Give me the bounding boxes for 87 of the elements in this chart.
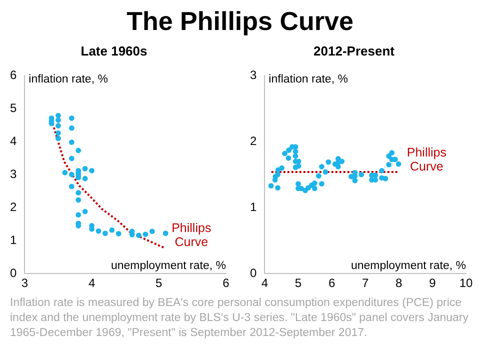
chart-subtitle: 2012-Present [314, 43, 396, 58]
point [56, 123, 61, 128]
point [162, 230, 168, 236]
point [56, 136, 61, 141]
point [279, 165, 284, 171]
y-tick-label: 4 [10, 134, 17, 148]
chart-title: The Phillips Curve [126, 6, 354, 37]
point [312, 180, 318, 186]
point [68, 125, 74, 131]
point [116, 230, 122, 236]
point [358, 172, 364, 178]
y-axis-title: inflation rate, % [28, 74, 108, 86]
text: Inflation rate is measured by BEA's core personal consumption expenditures (PCE) price index and the unemployment rate by BLS's U-3 series. "Late 1960s" panel covers January 1965-December 1969, "Present" is September 2012-September 2017. [10, 296, 470, 341]
y-tick-label: 1 [10, 232, 17, 247]
point [316, 173, 322, 179]
point [396, 161, 402, 167]
point [292, 148, 298, 154]
y-tick-label: 3 [10, 166, 17, 181]
point [389, 150, 395, 156]
x-tick-label: 9 [429, 276, 436, 290]
x-axis-title: unemployment rate, % [110, 260, 226, 272]
point [68, 115, 74, 121]
point [109, 227, 115, 233]
x-tick-label: 4 [88, 276, 96, 290]
point [296, 163, 302, 169]
point [82, 166, 88, 172]
point [82, 208, 88, 214]
y-axis-title: inflation rate, % [268, 74, 348, 86]
point [296, 181, 301, 187]
series-label: Phillips Curve [406, 145, 446, 174]
point [142, 232, 148, 238]
x-tick-label: 5 [294, 276, 302, 290]
point [96, 228, 102, 234]
point [326, 159, 332, 165]
point [82, 176, 88, 182]
series-label: Phillips Curve [172, 220, 212, 249]
point [76, 148, 82, 154]
y-tick-label: 0 [10, 266, 17, 280]
x-tick-label: 4 [261, 276, 268, 290]
y-tick-label: 1 [250, 200, 257, 214]
y-tick-label: 5 [10, 100, 17, 115]
x-tick-label: 10 [459, 276, 473, 290]
y-tick-label: 3 [250, 68, 257, 82]
point [386, 162, 392, 168]
x-tick-label: 5 [156, 276, 163, 290]
point [286, 155, 292, 161]
point [275, 172, 280, 178]
x-tick-label: 6 [328, 276, 336, 290]
point [68, 156, 74, 162]
point [319, 181, 324, 187]
point [56, 130, 61, 136]
x-axis-title: unemployment rate, % [350, 260, 466, 272]
x-tick-label: 7 [362, 276, 369, 290]
x-tick-label: 3 [21, 276, 28, 290]
point [68, 140, 74, 145]
point [149, 228, 155, 234]
y-tick-label: 0 [250, 266, 257, 280]
point [268, 183, 274, 189]
point [286, 147, 292, 153]
point [76, 197, 82, 203]
point [312, 186, 318, 192]
point [76, 212, 82, 218]
point [56, 117, 61, 123]
point [76, 190, 82, 196]
x-tick-label: 8 [396, 276, 403, 290]
y-tick-label: 2 [10, 200, 17, 214]
point [102, 230, 108, 236]
point [382, 176, 388, 182]
point [292, 153, 298, 159]
y-tick-label: 2 [250, 134, 257, 148]
point [68, 172, 74, 178]
point [306, 185, 311, 190]
point [282, 150, 288, 156]
point [136, 232, 142, 238]
point [319, 164, 324, 170]
point [339, 158, 345, 164]
point [89, 168, 94, 174]
point [379, 168, 384, 174]
x-tick-label: 6 [222, 276, 230, 290]
point [275, 185, 280, 190]
point [56, 112, 61, 118]
y-tick-label: 6 [10, 68, 17, 82]
chart-subtitle: Late 1960s [80, 43, 148, 58]
point [322, 169, 328, 175]
point [352, 178, 358, 184]
point [62, 170, 68, 176]
point [68, 184, 74, 190]
